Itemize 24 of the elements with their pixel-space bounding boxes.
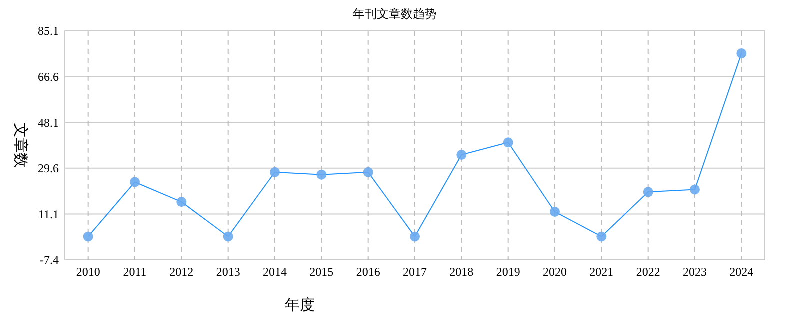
y-tick-label: 11.1 bbox=[38, 207, 59, 222]
y-tick-label: 48.1 bbox=[38, 116, 59, 130]
x-axis-title: 年度 bbox=[285, 297, 315, 314]
x-tick-label: 2010 bbox=[76, 265, 100, 279]
chart-title: 年刊文章数趋势 bbox=[353, 7, 437, 21]
x-tick-label: 2014 bbox=[263, 265, 287, 279]
y-tick-label: 85.1 bbox=[38, 24, 59, 38]
x-tick-label: 2011 bbox=[123, 265, 147, 279]
x-tick-label: 2013 bbox=[216, 265, 240, 279]
x-tick-label: 2012 bbox=[170, 265, 194, 279]
x-tick-label: 2019 bbox=[496, 265, 520, 279]
x-tick-label: 2016 bbox=[356, 265, 380, 279]
y-tick-label: -7.4 bbox=[40, 253, 59, 268]
y-axis-title: 文章数 bbox=[12, 123, 29, 168]
x-tick-label: 2020 bbox=[543, 265, 567, 279]
x-tick-label: 2023 bbox=[683, 265, 707, 279]
y-tick-label: 29.6 bbox=[38, 162, 59, 176]
x-tick-label: 2018 bbox=[450, 265, 474, 279]
x-tick-label: 2024 bbox=[730, 265, 754, 279]
x-tick-label: 2022 bbox=[636, 265, 660, 279]
y-tick-label: 66.6 bbox=[38, 70, 59, 84]
x-tick-label: 2021 bbox=[590, 265, 614, 279]
x-tick-label: 2015 bbox=[310, 265, 334, 279]
x-tick-label: 2017 bbox=[403, 265, 427, 279]
